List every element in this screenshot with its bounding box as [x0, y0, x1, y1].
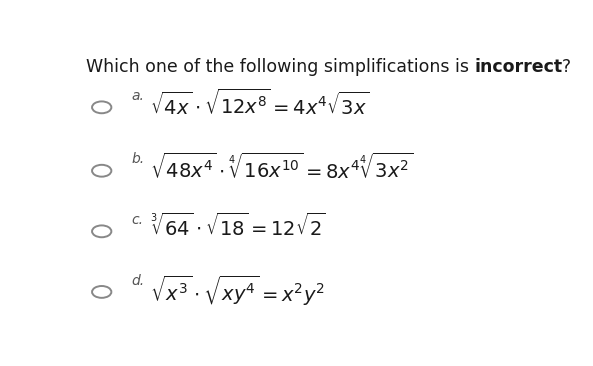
Text: b.: b. — [132, 152, 145, 167]
Text: c.: c. — [132, 213, 144, 227]
Text: d.: d. — [132, 274, 145, 288]
Text: $\sqrt{4x} \cdot \sqrt{12x^{8}} = 4x^{4}\sqrt{3x}$: $\sqrt{4x} \cdot \sqrt{12x^{8}} = 4x^{4}… — [150, 89, 369, 119]
Text: incorrect: incorrect — [474, 58, 562, 76]
Text: $\sqrt{x^{3}} \cdot \sqrt{xy^{4}} = x^{2}y^{2}$: $\sqrt{x^{3}} \cdot \sqrt{xy^{4}} = x^{2… — [150, 274, 325, 308]
Text: a.: a. — [132, 89, 145, 103]
Text: ?: ? — [562, 58, 572, 76]
Text: $\sqrt[3]{64} \cdot \sqrt{18} = 12\sqrt{2}$: $\sqrt[3]{64} \cdot \sqrt{18} = 12\sqrt{… — [150, 213, 326, 240]
Text: $\sqrt{48x^{4}} \cdot \sqrt[4]{16x^{10}} = 8x^{4}\sqrt[4]{3x^{2}}$: $\sqrt{48x^{4}} \cdot \sqrt[4]{16x^{10}}… — [150, 152, 413, 183]
Text: Which one of the following simplifications is: Which one of the following simplificatio… — [85, 58, 474, 76]
